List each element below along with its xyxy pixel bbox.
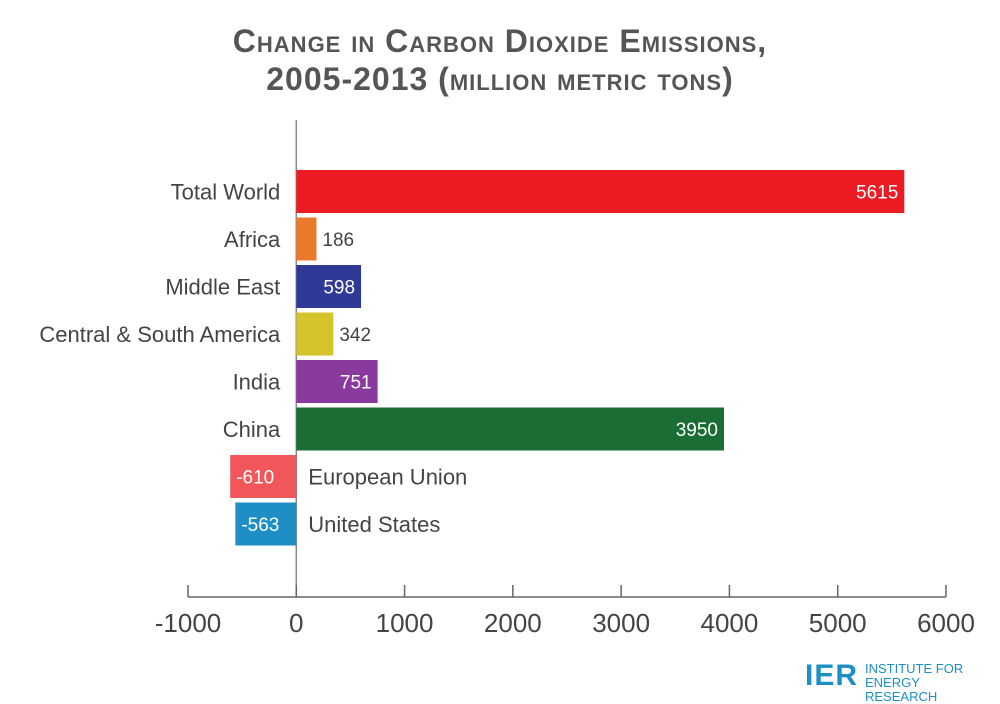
logo-line-1: INSTITUTE FOR: [865, 661, 964, 676]
category-label-1: Africa: [224, 227, 281, 252]
x-tick-label-6: 5000: [809, 608, 867, 638]
category-label-0: Total World: [171, 180, 281, 205]
data-label-6: -610: [236, 468, 274, 489]
category-label-7: United States: [308, 512, 440, 537]
category-label-4: India: [233, 370, 281, 395]
ier-logo: IER INSTITUTE FOR ENERGY RESEARCH: [805, 659, 990, 704]
x-tick-label-7: 6000: [917, 608, 975, 638]
category-label-5: China: [223, 417, 281, 442]
x-tick-label-3: 2000: [484, 608, 542, 638]
data-label-1: 186: [322, 230, 354, 251]
bar-7: [235, 502, 297, 546]
chart-title-line-1: Change in Carbon Dioxide Emissions,: [232, 23, 768, 59]
x-tick-label-0: -1000: [155, 608, 222, 638]
chart-title-line-2: 2005-2013 (million metric tons): [266, 61, 734, 97]
data-label-3: 342: [339, 325, 371, 346]
category-label-3: Central & South America: [39, 322, 281, 347]
bar-2: [296, 265, 362, 308]
category-label-6: European Union: [308, 465, 467, 490]
x-tick-label-4: 3000: [592, 608, 650, 638]
data-label-7: -563: [241, 515, 279, 536]
data-label-0: 5615: [856, 183, 898, 204]
data-label-2: 598: [323, 278, 355, 299]
bar-4: [296, 360, 378, 403]
bar-0: [296, 170, 905, 213]
bar-1: [296, 217, 317, 261]
chart-title: Change in Carbon Dioxide Emissions, 2005…: [0, 22, 1000, 98]
data-label-4: 751: [340, 373, 372, 394]
bar-5: [296, 407, 725, 451]
category-label-2: Middle East: [165, 275, 280, 300]
bar-3: [296, 312, 334, 356]
x-tick-label-1: 0: [289, 608, 303, 638]
logo-text: INSTITUTE FOR ENERGY RESEARCH: [865, 662, 990, 704]
data-label-5: 3950: [676, 420, 718, 441]
bar-6: [230, 455, 297, 498]
x-tick-label-2: 1000: [376, 608, 434, 638]
logo-mark: IER: [805, 659, 859, 692]
x-tick-label-5: 4000: [701, 608, 759, 638]
